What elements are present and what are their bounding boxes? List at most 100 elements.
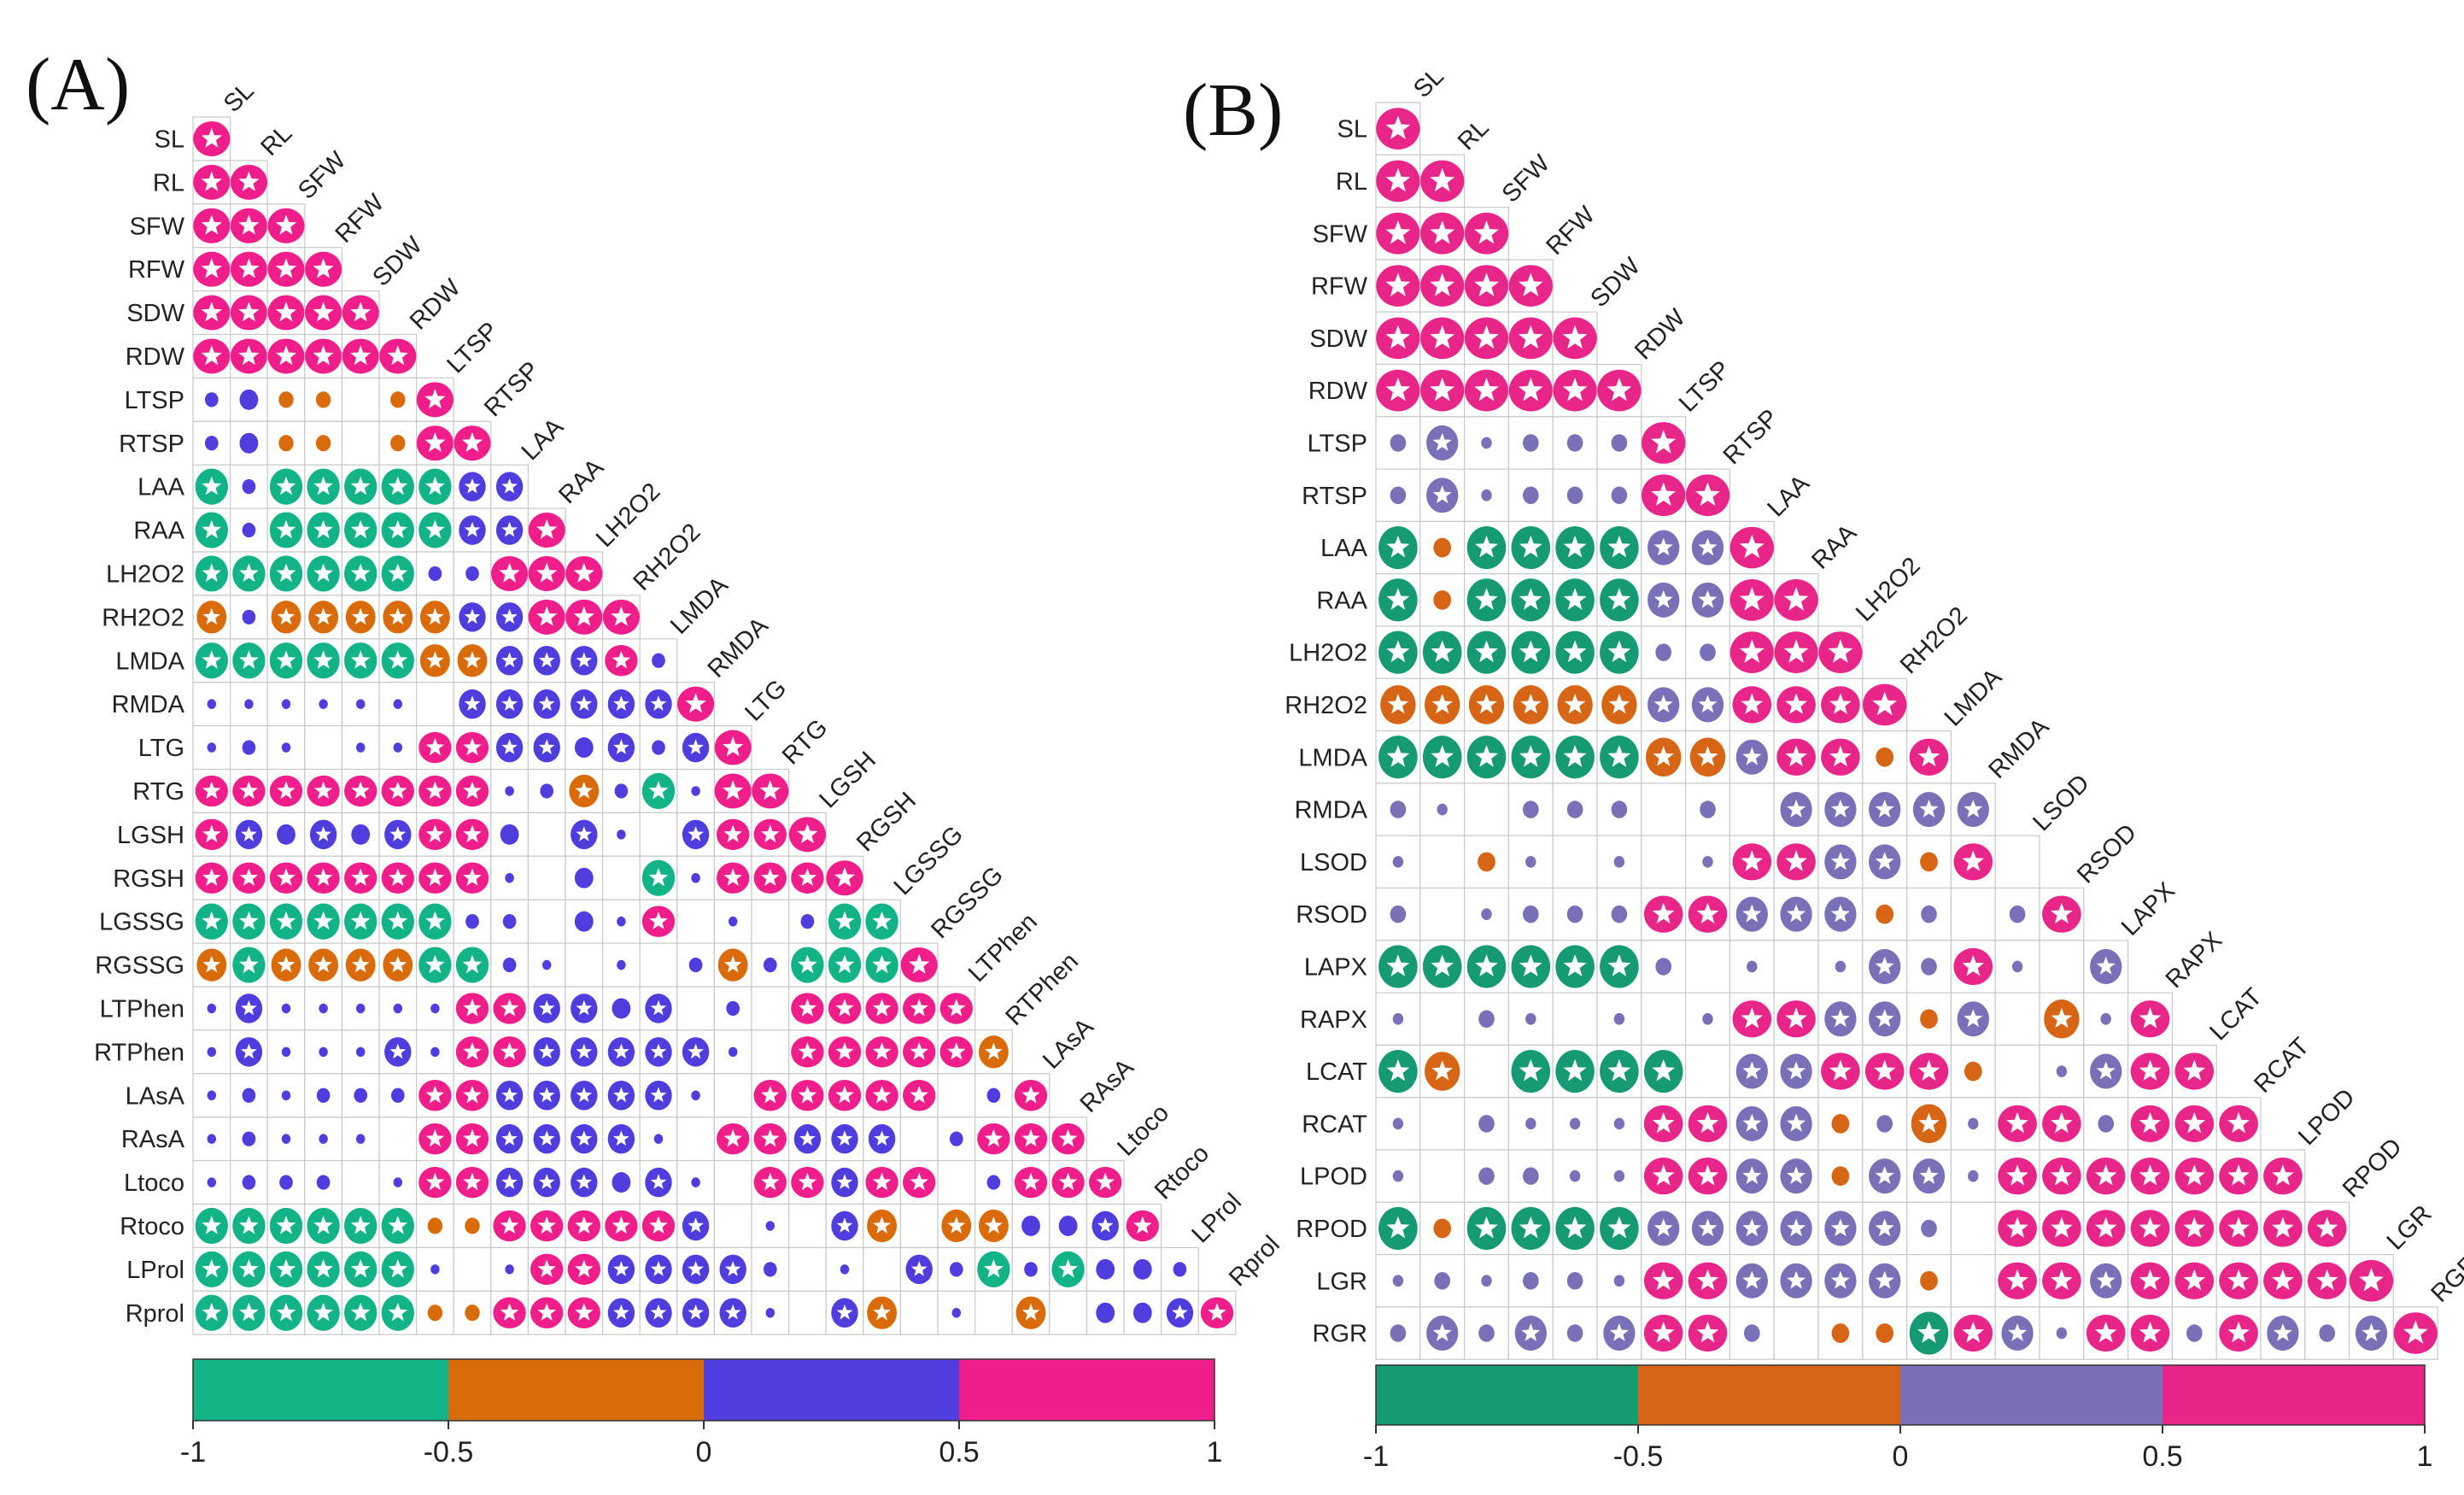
significance-star [388, 476, 408, 495]
correlation-cell [230, 290, 268, 336]
significance-star [1829, 693, 1852, 714]
significance-star [835, 999, 854, 1017]
row-label: LTG [138, 735, 184, 762]
correlation-dot [1920, 852, 1938, 872]
correlation-cell [601, 942, 641, 988]
significance-star [461, 432, 483, 452]
significance-star [1830, 1009, 1850, 1028]
column-label: RDW [405, 273, 466, 335]
correlation-cell [1817, 940, 1864, 994]
correlation-cell [1552, 1201, 1598, 1256]
cell-border [639, 812, 678, 857]
correlation-dot [1611, 905, 1628, 923]
significance-star [2272, 1217, 2294, 1238]
significance-star [2362, 1323, 2381, 1341]
significance-star [536, 519, 558, 539]
correlation-cell [416, 812, 454, 857]
column-label: RSOD [2072, 819, 2142, 889]
correlation-cell [639, 1246, 678, 1292]
significance-star [425, 781, 445, 800]
correlation-cell [1419, 992, 1466, 1046]
correlation-dot [319, 1003, 328, 1014]
correlation-cell [527, 1029, 566, 1075]
correlation-cell [751, 855, 790, 900]
column-label: LAA [517, 413, 570, 466]
correlation-dot [355, 699, 366, 709]
correlation-cell [863, 1290, 901, 1335]
correlation-cell [192, 1159, 231, 1205]
correlation-cell [1419, 783, 1466, 836]
correlation-cell [787, 1203, 827, 1249]
significance-star [1962, 1322, 1985, 1343]
significance-star [576, 1000, 593, 1016]
correlation-dot [239, 432, 259, 454]
significance-star [1521, 1323, 1541, 1341]
significance-star [1917, 745, 1940, 767]
correlation-cell [1375, 1201, 1421, 1256]
scale-tick-label: 0.5 [2142, 1440, 2182, 1473]
significance-star [1133, 1216, 1152, 1234]
correlation-cell [1729, 677, 1775, 732]
correlation-cell [974, 1073, 1013, 1118]
cell-border [527, 812, 566, 857]
correlation-cell [1419, 363, 1466, 418]
correlation-cell [1596, 677, 1642, 732]
correlation-dot [278, 391, 294, 408]
correlation-cell [1862, 992, 1908, 1046]
correlation-cell [787, 855, 827, 900]
significance-star [1021, 1303, 1040, 1321]
correlation-dot [1525, 1117, 1536, 1130]
correlation-cell [527, 942, 566, 988]
correlation-cell [266, 290, 306, 336]
significance-star [2051, 1164, 2073, 1186]
correlation-dot [1566, 905, 1583, 923]
significance-star [1742, 1113, 1762, 1132]
correlation-cell [1596, 887, 1642, 941]
correlation-cell [490, 464, 529, 509]
correlation-cell [1641, 1253, 1687, 1308]
significance-star [202, 563, 222, 583]
correlation-cell [863, 986, 901, 1031]
correlation-cell [230, 899, 268, 944]
correlation-cell [1817, 1097, 1864, 1151]
correlation-cell [304, 595, 342, 640]
correlation-cell [751, 1246, 790, 1292]
correlation-cell [192, 1203, 231, 1249]
significance-star [501, 1087, 518, 1103]
correlation-cell [490, 812, 529, 857]
correlation-cell [1463, 940, 1509, 994]
significance-star [499, 562, 520, 583]
cell-border [1463, 1044, 1509, 1099]
correlation-dot [2011, 960, 2023, 973]
row-label: SDW [1309, 325, 1367, 353]
correlation-dot [574, 911, 594, 932]
correlation-dot [1390, 434, 1407, 452]
correlation-cell [192, 638, 231, 683]
significance-star [910, 999, 928, 1017]
correlation-dot [1392, 856, 1404, 868]
significance-star [425, 911, 445, 930]
significance-star [464, 521, 481, 537]
correlation-cell [1375, 416, 1421, 470]
correlation-cell [1086, 1203, 1125, 1249]
correlation-cell [1507, 887, 1554, 941]
correlation-cell [1596, 835, 1642, 889]
significance-star [463, 737, 482, 756]
correlation-cell [2349, 1253, 2395, 1308]
significance-star [1917, 1321, 1940, 1343]
correlation-cell [1375, 311, 1421, 366]
significance-star [1830, 1218, 1850, 1237]
significance-star [1698, 695, 1718, 713]
correlation-cell [2083, 1149, 2129, 1203]
correlation-cell [304, 1290, 342, 1335]
correlation-cell [378, 464, 418, 509]
correlation-dot [244, 699, 254, 709]
significance-star [1787, 1166, 1806, 1184]
correlation-cell [1817, 1149, 1864, 1203]
significance-star [2273, 1323, 2292, 1341]
correlation-cell [863, 1117, 901, 1162]
correlation-cell [1419, 940, 1466, 994]
column-label: LPOD [2293, 1083, 2360, 1150]
correlation-dot [1876, 1115, 1893, 1133]
correlation-cell [230, 812, 268, 857]
